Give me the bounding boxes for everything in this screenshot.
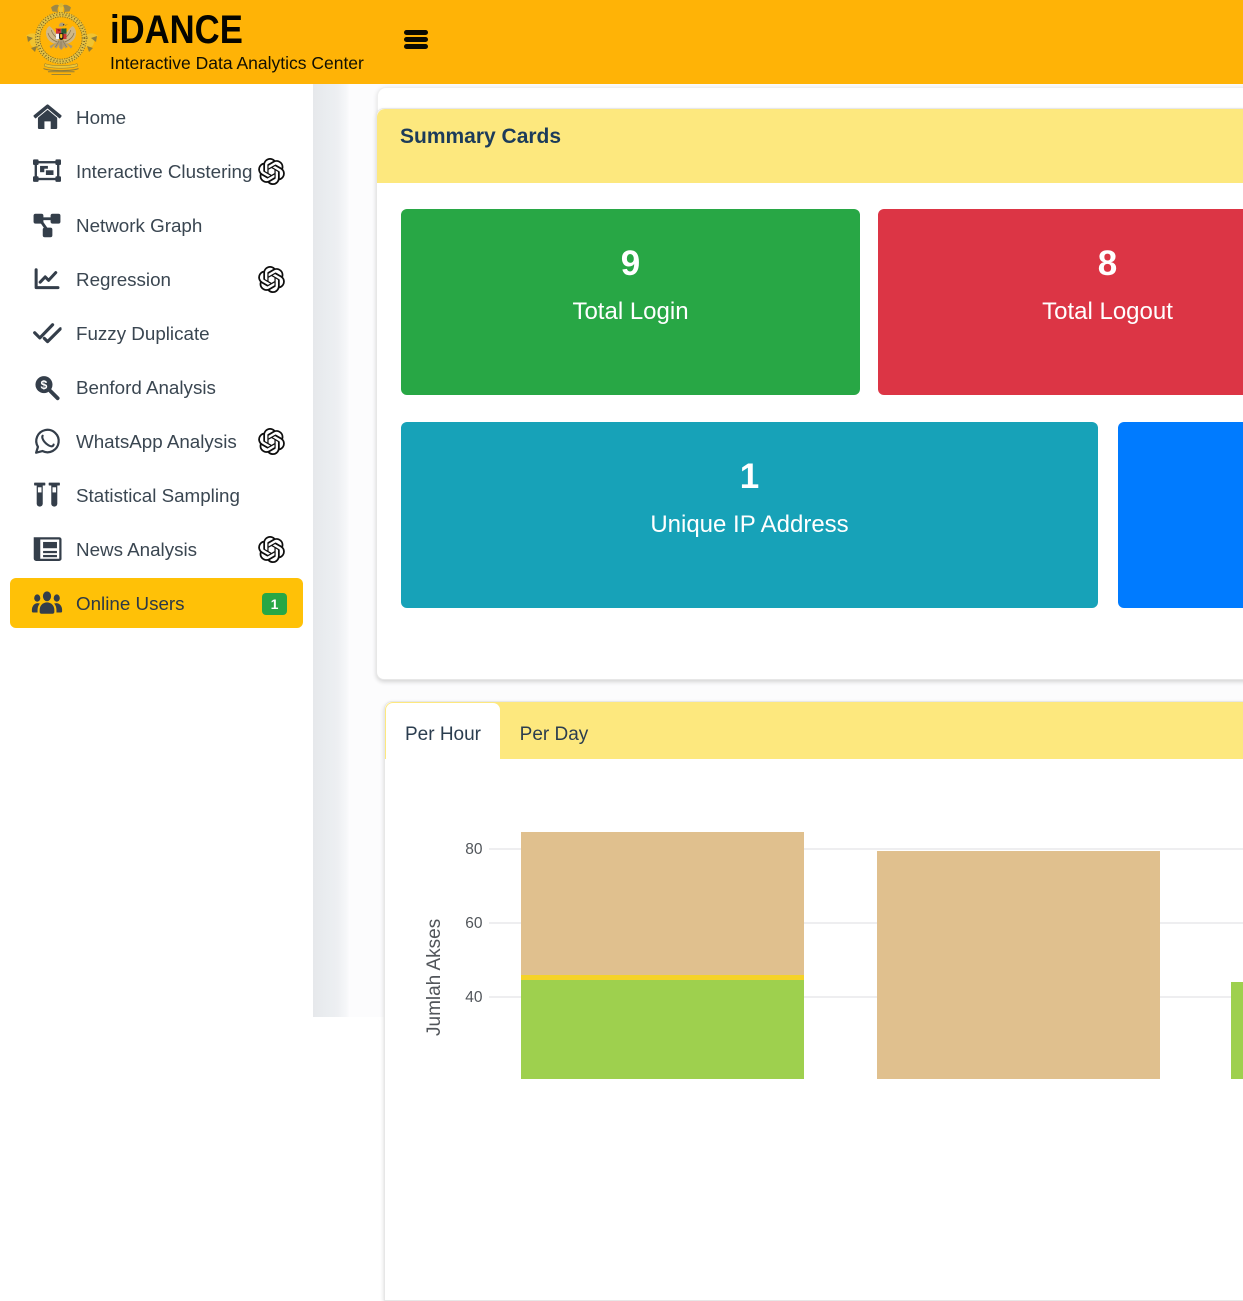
svg-text:60: 60 (465, 915, 483, 932)
svg-text:80: 80 (465, 841, 483, 858)
svg-text:Jumlah Akses: Jumlah Akses (424, 919, 445, 1036)
svg-text:40: 40 (465, 989, 483, 1006)
svg-text:$: $ (41, 378, 48, 392)
